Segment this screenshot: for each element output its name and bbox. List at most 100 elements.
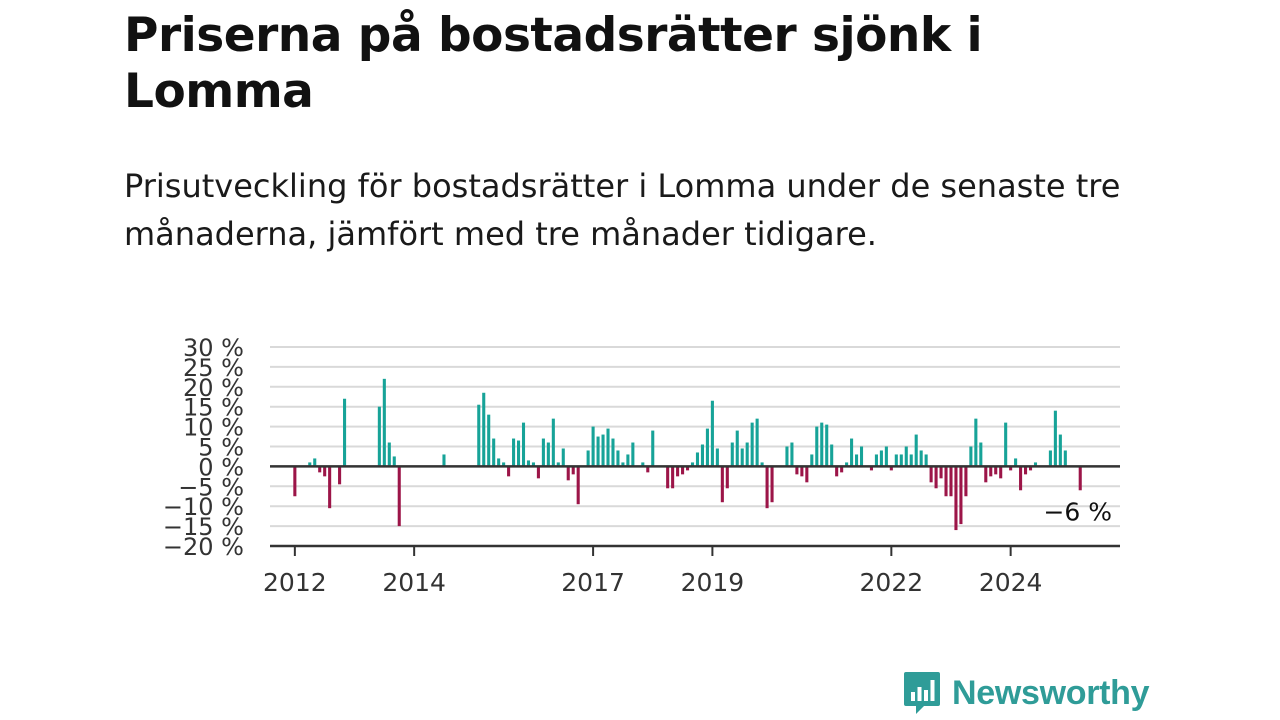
bar — [571, 466, 575, 475]
x-axis-tick-labels: 2012 2014 2017 2019 2022 2024 — [263, 568, 1042, 597]
x-tick-label: 2022 — [860, 568, 924, 597]
bar — [576, 466, 580, 505]
bar — [487, 414, 491, 467]
bar — [666, 466, 670, 489]
bar — [497, 458, 501, 467]
bar — [606, 428, 610, 467]
bar — [765, 466, 769, 509]
newsworthy-logo: Newsworthy — [902, 670, 1150, 716]
y-tick-label: −5 % — [178, 473, 244, 501]
bar — [293, 466, 297, 497]
bar — [308, 462, 312, 467]
bar — [492, 438, 496, 467]
bars — [293, 378, 1082, 531]
bar — [715, 448, 719, 467]
gridlines — [270, 346, 1120, 547]
bar — [805, 466, 809, 483]
bar — [556, 462, 560, 467]
bar — [338, 466, 342, 485]
bar — [1028, 466, 1033, 471]
bar — [561, 448, 565, 467]
y-tick-label: −10 % — [163, 493, 244, 521]
bar — [546, 442, 550, 467]
bar — [626, 454, 630, 467]
bar — [1033, 462, 1038, 467]
bar — [869, 466, 873, 471]
bar — [591, 426, 595, 467]
bar — [343, 398, 347, 467]
bar — [884, 446, 888, 467]
bar — [397, 466, 401, 527]
y-tick-label: 25 % — [183, 354, 244, 382]
bar — [730, 442, 734, 467]
y-tick-label: 30 % — [183, 334, 244, 362]
bar — [979, 442, 983, 467]
bar — [959, 466, 963, 525]
bar — [909, 454, 913, 467]
y-tick-label: 0 % — [198, 453, 244, 481]
y-tick-label: −15 % — [163, 513, 244, 541]
bar — [785, 446, 789, 467]
bar — [914, 434, 918, 467]
bar — [700, 444, 704, 467]
bar — [934, 466, 938, 489]
bar — [686, 466, 690, 471]
y-tick-label: 10 % — [183, 414, 244, 442]
bar — [531, 462, 535, 467]
bar — [313, 458, 317, 467]
bar — [710, 400, 714, 467]
bar — [795, 466, 799, 475]
y-tick-label: −20 % — [163, 533, 244, 561]
bar — [382, 378, 386, 467]
bar-chart: 30 %25 %20 %15 %10 %5 %0 %−5 %−10 %−15 %… — [163, 334, 1120, 597]
chart-title: Priserna på bostadsrätter sjönk i Lomma — [124, 8, 983, 119]
bar — [939, 466, 943, 479]
bar — [974, 418, 978, 467]
chart-subtitle: Prisutveckling för bostadsrätter i Lomma… — [124, 167, 1121, 253]
bar — [387, 442, 391, 467]
bar — [924, 454, 928, 467]
x-tick-label: 2014 — [382, 568, 446, 597]
bar — [601, 434, 605, 467]
bar — [328, 466, 332, 509]
bar — [521, 422, 526, 467]
bar — [477, 404, 481, 467]
bar — [695, 452, 700, 467]
bar — [919, 450, 923, 467]
bar — [671, 466, 675, 489]
bar-chart-speech-bubble-icon — [904, 672, 940, 714]
bar — [641, 462, 645, 467]
y-tick-label: 15 % — [183, 394, 244, 422]
bar — [690, 462, 695, 467]
bar — [820, 422, 824, 467]
bar — [611, 438, 615, 467]
bar — [750, 422, 754, 467]
bar — [1004, 422, 1008, 467]
bar — [874, 454, 878, 467]
bar — [705, 428, 709, 467]
bar — [969, 446, 973, 467]
x-tick-label: 2024 — [979, 568, 1043, 597]
bar — [1019, 466, 1023, 491]
bar — [621, 462, 625, 467]
bar — [815, 426, 819, 467]
bar — [894, 454, 898, 467]
bar — [1014, 458, 1018, 467]
bar — [536, 466, 540, 479]
bar — [964, 466, 968, 497]
bar — [681, 466, 685, 475]
x-tick-label: 2012 — [263, 568, 327, 597]
bar — [1058, 434, 1062, 467]
y-axis-tick-labels: 30 %25 %20 %15 %10 %5 %0 %−5 %−10 %−15 %… — [163, 334, 244, 561]
axes — [270, 465, 1120, 556]
bar — [790, 442, 794, 467]
bar — [830, 444, 834, 467]
bar — [1078, 466, 1082, 491]
x-tick-label: 2017 — [561, 568, 625, 597]
bar — [1009, 466, 1013, 471]
bar — [507, 466, 511, 477]
bar — [1053, 410, 1057, 467]
bar — [482, 392, 486, 467]
bar — [631, 442, 635, 467]
bar — [929, 466, 933, 483]
